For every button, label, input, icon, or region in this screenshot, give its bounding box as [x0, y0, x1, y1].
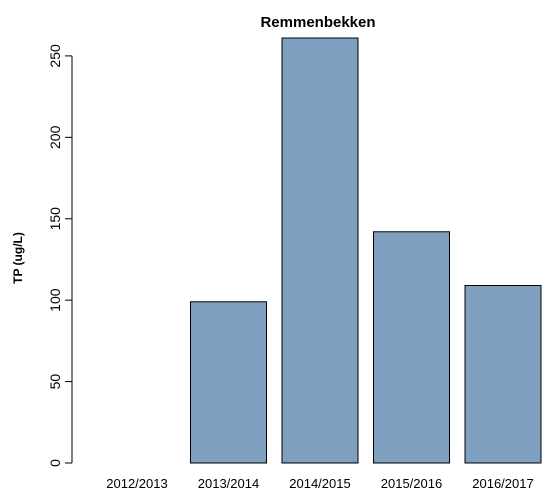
chart-title: Remmenbekken [260, 14, 375, 31]
bar-2014-2015 [281, 37, 359, 464]
category-labels: 2012/2013 2013/2014 2014/2015 2015/2016 2016… [106, 476, 533, 491]
x-category-label: 2013/2014 [198, 476, 259, 491]
bar-2013-2014 [190, 301, 267, 464]
y-axis: 0 50 100 150 200 250 [47, 44, 73, 467]
bar-2016-2017 [464, 285, 542, 464]
x-category-label: 2014/2015 [289, 476, 350, 491]
x-category-label: 2012/2013 [106, 476, 167, 491]
y-tick-label: 100 [47, 288, 63, 312]
y-tick-label: 50 [47, 374, 63, 390]
bars [190, 37, 542, 464]
y-tick-label: 250 [47, 44, 63, 68]
x-category-label: 2016/2017 [472, 476, 533, 491]
y-tick-label: 150 [47, 207, 63, 231]
y-axis-label: TP (ug/L) [11, 232, 25, 284]
y-tick-label: 200 [47, 125, 63, 149]
bar-2015-2016 [373, 231, 450, 464]
y-tick-label: 0 [47, 459, 63, 467]
x-category-label: 2015/2016 [381, 476, 442, 491]
